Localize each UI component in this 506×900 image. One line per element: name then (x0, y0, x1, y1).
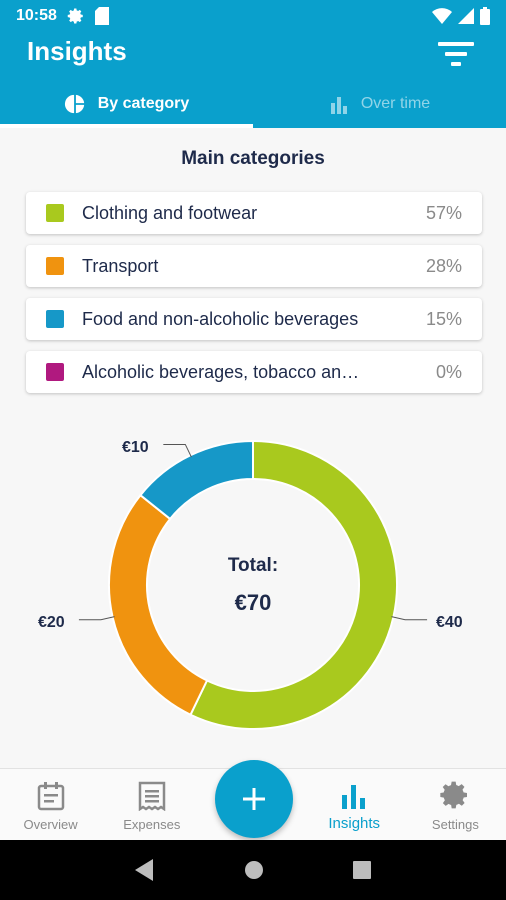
status-bar: 10:58 (0, 0, 506, 32)
battery-icon (480, 7, 490, 25)
donut-leader-line (78, 616, 115, 621)
gear-icon (440, 781, 468, 809)
signal-icon (458, 8, 474, 24)
chart-value-label: €20 (38, 614, 65, 631)
category-card[interactable]: Transport 28% (26, 245, 482, 287)
chart-value-label: €10 (122, 439, 149, 456)
wifi-icon (432, 8, 452, 24)
category-color-swatch (46, 204, 64, 222)
calendar-icon (37, 782, 64, 811)
nav-label: Expenses (123, 817, 181, 832)
category-card[interactable]: Alcoholic beverages, tobacco an… 0% (26, 351, 482, 393)
plus-icon (243, 788, 265, 810)
tab-by-category[interactable]: By category (0, 80, 253, 128)
donut-leader-line (163, 443, 192, 458)
active-tab-indicator (0, 124, 253, 128)
donut-slice (189, 439, 398, 730)
pie-chart-icon (64, 94, 84, 114)
category-percent: 28% (425, 255, 462, 276)
nav-label: Overview (23, 817, 78, 832)
category-color-swatch (46, 363, 64, 381)
nav-label: Insights (328, 815, 381, 832)
category-label: Clothing and footwear (82, 202, 258, 223)
filter-button[interactable] (436, 38, 476, 72)
category-label: Food and non-alcoholic beverages (82, 308, 359, 329)
category-color-swatch (46, 257, 64, 275)
category-percent: 0% (435, 361, 462, 382)
chart-total-label: Total: (227, 555, 279, 576)
category-percent: 57% (425, 202, 462, 223)
system-nav-bar (0, 840, 506, 900)
tab-bar: By category Over time (0, 80, 506, 128)
category-color-swatch (46, 310, 64, 328)
tab-label: Over time (360, 95, 431, 112)
category-label: Alcoholic beverages, tobacco an… (82, 361, 360, 382)
donut-chart (78, 439, 428, 730)
nav-item-settings[interactable]: Settings (405, 769, 506, 840)
chart-total-value: €70 (234, 590, 272, 615)
tab-over-time[interactable]: Over time (253, 80, 506, 128)
nav-item-overview[interactable]: Overview (0, 769, 101, 840)
home-icon[interactable] (245, 861, 263, 879)
donut-slice (139, 439, 254, 521)
nav-item-expenses[interactable]: Expenses (101, 769, 202, 840)
bar-chart-icon (330, 97, 347, 114)
nav-item-insights[interactable]: Insights (304, 769, 405, 840)
receipt-icon (138, 781, 166, 811)
page-title: Insights (27, 36, 127, 66)
app-bar: Insights By category Over time (0, 32, 506, 128)
donut-leader-line (391, 616, 428, 621)
back-icon[interactable] (135, 859, 155, 881)
category-percent: 15% (425, 308, 462, 329)
sd-card-icon (94, 7, 109, 25)
bar-chart-icon (342, 785, 366, 809)
tab-label: By category (97, 95, 190, 112)
category-card[interactable]: Food and non-alcoholic beverages 15% (26, 298, 482, 340)
gear-status-icon (67, 8, 83, 24)
recents-icon[interactable] (353, 861, 371, 879)
filter-icon (438, 42, 474, 66)
category-label: Transport (82, 255, 159, 276)
status-time: 10:58 (16, 7, 57, 24)
chart-value-label: €40 (436, 614, 463, 631)
category-card[interactable]: Clothing and footwear 57% (26, 192, 482, 234)
add-expense-button[interactable] (215, 760, 293, 838)
section-title: Main categories (181, 148, 325, 169)
nav-label: Settings (431, 817, 479, 832)
